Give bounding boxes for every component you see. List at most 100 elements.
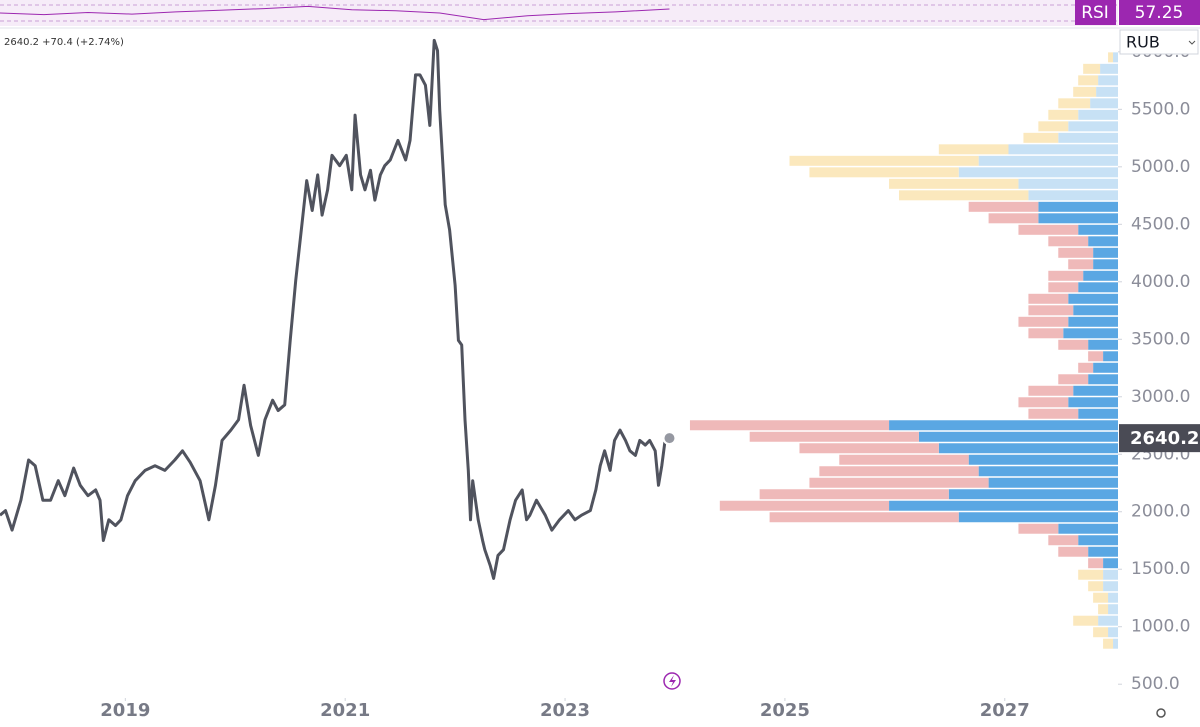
- profile-bar: [839, 454, 969, 465]
- profile-bar: [1103, 569, 1118, 580]
- settings-icon[interactable]: [1156, 708, 1166, 718]
- rsi-value: 57.25: [1135, 3, 1184, 23]
- profile-bar: [1038, 213, 1118, 224]
- profile-bar: [1083, 270, 1118, 281]
- profile-bar: [1078, 109, 1118, 120]
- x-tick-label: 2019: [100, 700, 150, 721]
- profile-bar: [719, 500, 890, 511]
- profile-bar: [1028, 328, 1064, 339]
- price-label: 2640.2: [1130, 428, 1199, 449]
- profile-bar: [1018, 523, 1059, 534]
- profile-bar: [1048, 236, 1089, 247]
- price-line: [0, 38, 671, 580]
- profile-bar: [1078, 535, 1118, 546]
- profile-bar: [1068, 397, 1118, 408]
- y-tick-label: 3500.0: [1131, 329, 1190, 349]
- profile-bar: [1048, 270, 1084, 281]
- profile-bar: [1088, 339, 1118, 350]
- profile-bar: [789, 155, 979, 166]
- profile-bar: [899, 190, 1029, 201]
- profile-bar: [759, 489, 949, 500]
- profile-bar: [1018, 224, 1079, 235]
- y-tick-label: 500.0: [1131, 674, 1180, 694]
- profile-bar: [978, 155, 1118, 166]
- profile-bar: [978, 466, 1118, 477]
- profile-bar: [1113, 638, 1118, 649]
- profile-bar: [1103, 581, 1118, 592]
- profile-bar: [1096, 86, 1118, 97]
- profile-bar: [889, 420, 1118, 431]
- profile-bar: [1068, 121, 1118, 132]
- profile-bar: [1048, 535, 1079, 546]
- event-icon[interactable]: [663, 672, 681, 690]
- profile-bar: [938, 443, 1118, 454]
- y-tick-label: 2000.0: [1131, 502, 1190, 522]
- profile-bar: [968, 201, 1039, 212]
- profile-bar: [1058, 132, 1118, 143]
- profile-bar: [1113, 52, 1118, 63]
- profile-bar: [1103, 351, 1118, 362]
- dropdown-caret: [1188, 40, 1196, 45]
- price-pane: 500.01000.01500.02000.02500.03000.03500.…: [0, 38, 1200, 721]
- profile-bar: [1058, 374, 1089, 385]
- profile-bar: [1058, 523, 1118, 534]
- profile-bar: [988, 213, 1039, 224]
- profile-bar: [1088, 546, 1118, 557]
- profile-bar: [1028, 385, 1074, 396]
- profile-bar: [1078, 224, 1118, 235]
- profile-bar: [1103, 638, 1114, 649]
- header-quote: 2640.2 +70.4 (+2.74%): [4, 37, 124, 48]
- profile-bar: [1073, 305, 1118, 316]
- profile-bar: [689, 420, 890, 431]
- y-tick-label: 3000.0: [1131, 387, 1190, 407]
- profile-bar: [938, 144, 1009, 155]
- profile-bar: [889, 500, 1118, 511]
- profile-bar: [809, 477, 989, 488]
- profile-bar: [1078, 408, 1118, 419]
- rsi-title-box: [1075, 0, 1116, 25]
- profile-bar: [1088, 351, 1104, 362]
- profile-bar: [1088, 236, 1118, 247]
- profile-bar: [948, 489, 1118, 500]
- y-tick-label: 5500.0: [1131, 99, 1190, 119]
- profile-bar: [1068, 316, 1118, 327]
- profile-bar: [1078, 362, 1094, 373]
- profile-bar: [1078, 282, 1118, 293]
- profile-bar: [1038, 121, 1069, 132]
- profile-bar: [1093, 592, 1109, 603]
- profile-bar: [1088, 374, 1118, 385]
- x-tick-label: 2025: [760, 700, 810, 721]
- rsi-pane: [0, 0, 1118, 26]
- profile-bar: [1093, 247, 1118, 258]
- profile-bar: [1108, 52, 1114, 63]
- profile-bar: [1058, 98, 1091, 109]
- profile-bar: [958, 167, 1118, 178]
- profile-bar: [1018, 316, 1069, 327]
- profile-bar: [1093, 362, 1118, 373]
- profile-bar: [1028, 305, 1074, 316]
- profile-bar: [1023, 132, 1059, 143]
- rsi-title: RSI: [1081, 3, 1109, 23]
- profile-bar: [1093, 627, 1109, 638]
- profile-bar: [1108, 592, 1118, 603]
- profile-bar: [1090, 98, 1118, 109]
- currency-select[interactable]: [1119, 29, 1199, 55]
- profile-bar: [1098, 75, 1118, 86]
- profile-bar: [1068, 259, 1094, 270]
- y-tick-label: 1000.0: [1131, 617, 1190, 637]
- currency-label: RUB: [1126, 33, 1160, 52]
- profile-bar: [819, 466, 979, 477]
- y-tick-label: 4000.0: [1131, 272, 1190, 292]
- profile-bar: [1008, 144, 1118, 155]
- profile-bar: [799, 443, 939, 454]
- profile-bar: [1103, 558, 1118, 569]
- profile-bar: [1048, 109, 1079, 120]
- profile-bar: [968, 454, 1118, 465]
- profile-bar: [809, 167, 959, 178]
- profile-bar: [1028, 408, 1079, 419]
- y-tick-label: 5000.0: [1131, 157, 1190, 177]
- x-tick-label: 2023: [540, 700, 590, 721]
- x-tick-label: 2027: [980, 700, 1030, 721]
- profile-bar: [1088, 558, 1104, 569]
